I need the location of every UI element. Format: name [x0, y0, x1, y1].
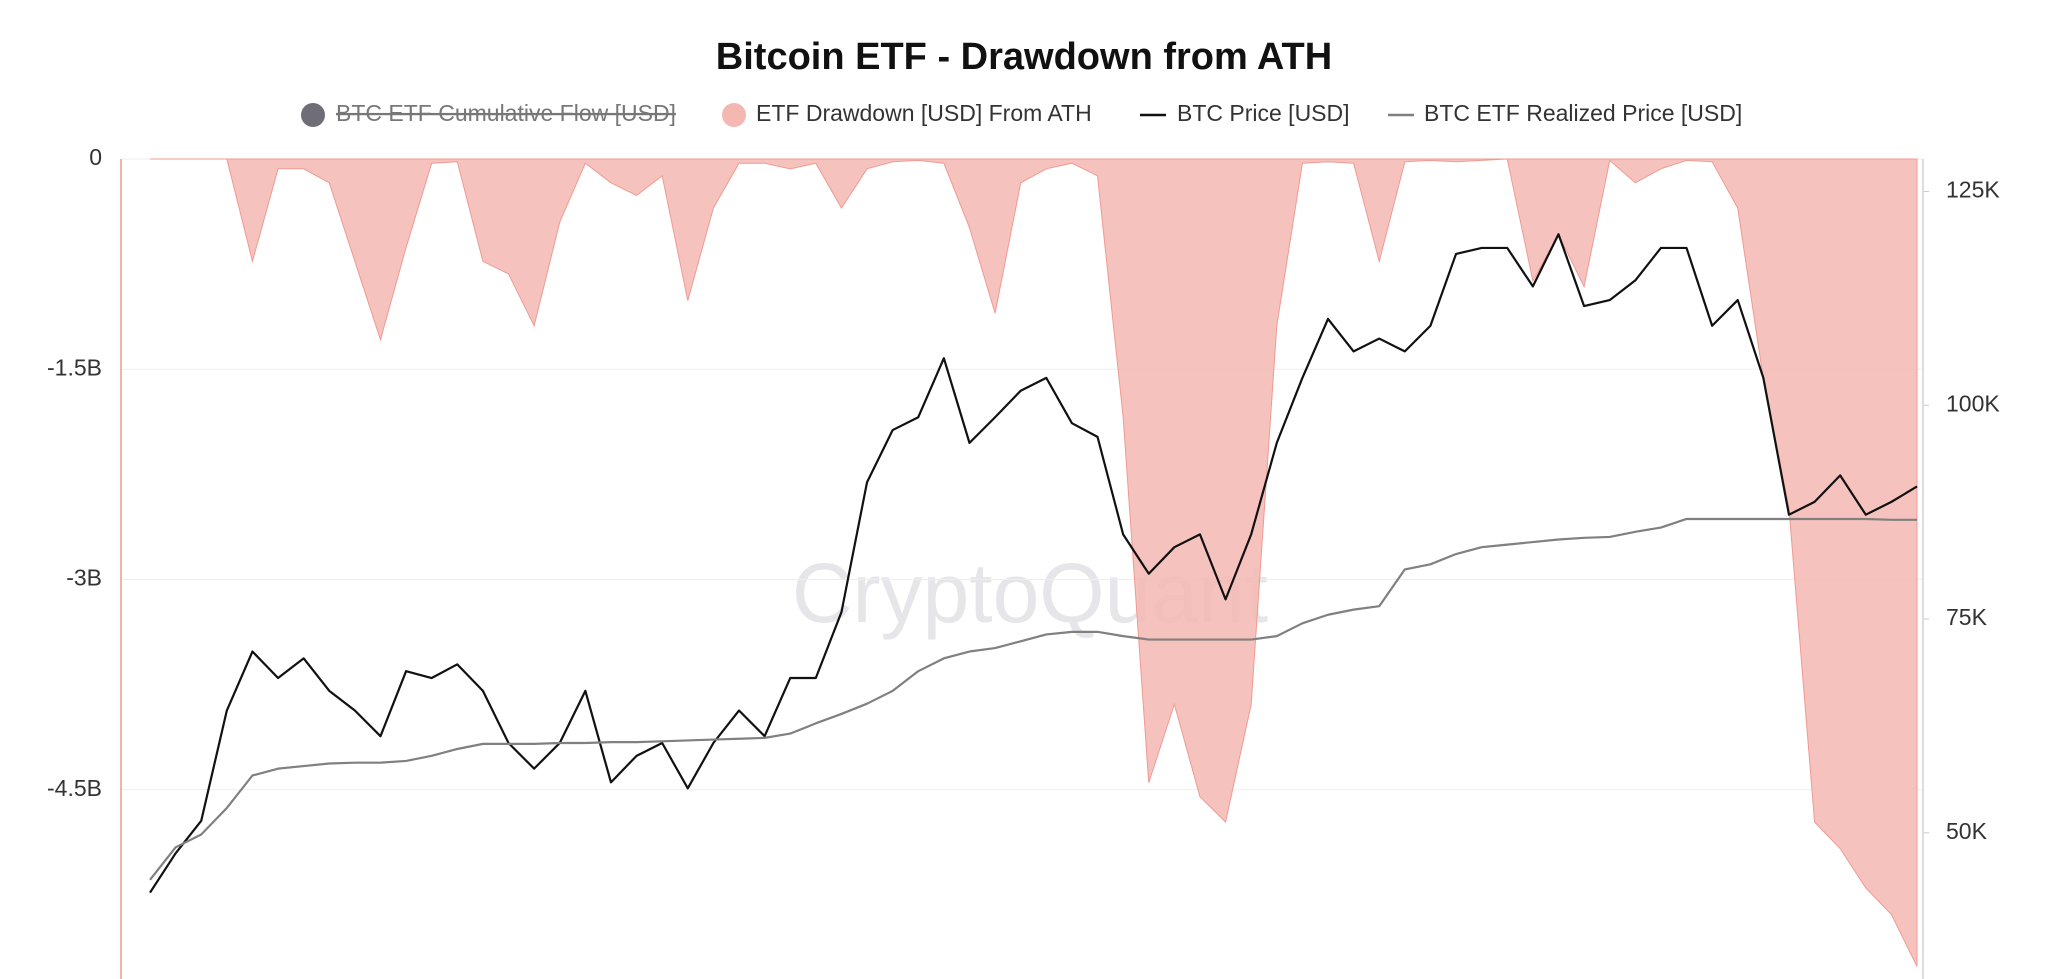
- chart-title: Bitcoin ETF - Drawdown from ATH: [716, 36, 1332, 78]
- legend-label: BTC ETF Cumulative Flow [USD]: [336, 100, 676, 126]
- line: [149, 517, 1917, 881]
- legend-item: ETF Drawdown [USD] From ATH: [722, 100, 1092, 127]
- line: [149, 233, 1918, 894]
- legend-item: BTC ETF Realized Price [USD]: [1388, 100, 1742, 126]
- y-tick-label: -1.5B: [47, 354, 102, 380]
- legend-item: BTC ETF Cumulative Flow [USD]: [301, 100, 676, 127]
- drawdown-area: [150, 158, 1918, 967]
- y2-tick-label: 50K: [1946, 818, 1988, 844]
- y-tick-label: -4.5B: [47, 775, 102, 801]
- y2-tick-label: 125K: [1946, 177, 2000, 203]
- legend-label: ETF Drawdown [USD] From ATH: [756, 100, 1092, 126]
- legend-item: BTC Price [USD]: [1140, 100, 1350, 126]
- legend-swatch: [301, 103, 325, 127]
- y-tick-label: -3B: [66, 565, 102, 591]
- y-tick-label: 0: [89, 144, 102, 170]
- legend-label: BTC ETF Realized Price [USD]: [1424, 100, 1742, 126]
- y2-tick-label: 75K: [1946, 604, 1988, 630]
- y2-tick-label: 100K: [1946, 390, 2000, 416]
- legend-label: BTC Price [USD]: [1177, 100, 1350, 126]
- legend-swatch: [722, 103, 746, 127]
